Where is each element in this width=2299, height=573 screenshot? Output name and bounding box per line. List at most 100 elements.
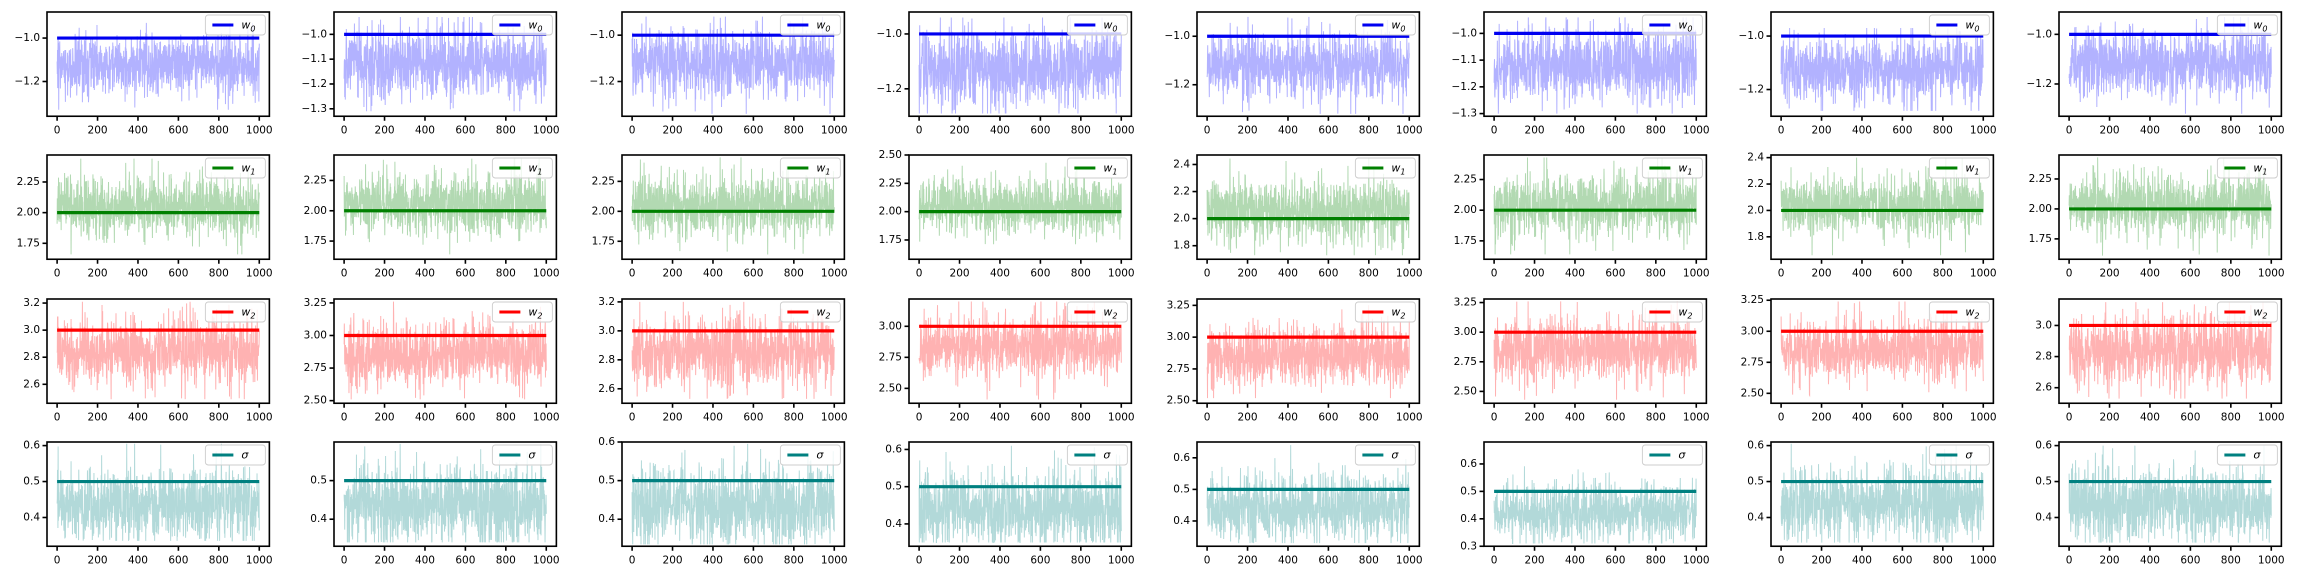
y-tick-label: 0.4	[1460, 513, 1477, 525]
legend: w0	[779, 14, 841, 36]
x-tick-label: 400	[990, 554, 1010, 566]
legend: w2	[1067, 301, 1128, 322]
x-tick-label: 600	[168, 411, 188, 423]
subplot-w2-chain-1: 2.6 2.8 3.0 3.2 0 200 400 600 800 1000 w2	[23, 297, 272, 423]
x-tick-label: 600	[456, 124, 476, 136]
legend: w0	[1641, 14, 1703, 36]
x-tick-label: 200	[950, 124, 970, 136]
x-tick-label: 600	[1318, 554, 1338, 566]
x-tick-label: 0	[54, 124, 61, 136]
x-tick-label: 200	[662, 268, 682, 280]
x-tick-label: 200	[1524, 554, 1544, 566]
x-tick-label: 0	[341, 124, 348, 136]
x-tick-label: 1000	[1970, 554, 1997, 566]
legend-box	[779, 14, 841, 36]
trace-w2	[343, 301, 548, 399]
legend: w2	[779, 301, 841, 322]
subplot-w1-chain-6: 1.75 2.00 2.25 0 200 400 600 800 1000 w1	[1453, 154, 1710, 280]
x-tick-label: 600	[1605, 268, 1625, 280]
legend-box	[1067, 444, 1128, 466]
x-tick-label: 200	[1812, 124, 1832, 136]
trace-w1	[918, 162, 1122, 245]
subplot-w1-chain-4: 1.75 2.00 2.25 2.50 0 200 400 600 800 1000 w1	[879, 149, 1135, 280]
x-tick-label: 800	[2220, 124, 2240, 136]
legend: w2	[2216, 301, 2278, 322]
trace-w2	[1493, 300, 1697, 400]
axes-box	[333, 440, 558, 547]
legend-box	[1354, 301, 1416, 322]
axes-box	[620, 11, 845, 118]
x-tick-label: 200	[1237, 554, 1257, 566]
x-tick-label: 400	[415, 124, 435, 136]
y-tick-label: 0.4	[311, 513, 328, 525]
y-tick-label: 2.25	[1453, 174, 1476, 186]
legend-box	[1641, 14, 1703, 36]
trace-w0	[1493, 17, 1697, 114]
x-tick-label: 400	[1565, 268, 1585, 280]
y-tick-label: 0.6	[23, 439, 40, 451]
legend: w1	[2216, 157, 2278, 179]
axes-box	[46, 440, 271, 547]
y-tick-label: 1.75	[304, 235, 327, 247]
x-tick-label: 800	[1646, 268, 1666, 280]
x-tick-label: 600	[1318, 124, 1338, 136]
legend: w1	[1929, 157, 1991, 179]
y-tick-label: 2.00	[2028, 203, 2051, 215]
y-tick-label: 0.4	[598, 513, 615, 525]
x-tick-label: 400	[2140, 411, 2160, 423]
y-tick-label: 2.25	[591, 176, 614, 188]
x-tick-label: 400	[703, 554, 723, 566]
legend-box	[1067, 157, 1128, 179]
trace-w0	[918, 17, 1122, 114]
y-tick-label: 0.5	[1173, 483, 1190, 495]
y-tick-label: −1.2	[1739, 84, 1765, 96]
trace-w0	[1206, 16, 1410, 114]
y-tick-label: 2.0	[1173, 213, 1190, 225]
y-tick-label: 2.25	[17, 176, 40, 188]
legend-box	[779, 157, 841, 179]
x-tick-label: 600	[743, 411, 763, 423]
x-tick-label: 1000	[246, 554, 273, 566]
y-tick-label: −1.0	[1164, 30, 1190, 42]
x-tick-label: 400	[415, 411, 435, 423]
y-tick-label: 2.25	[2028, 173, 2051, 185]
legend-box	[1929, 14, 1991, 36]
legend-box	[204, 444, 266, 466]
legend: w1	[204, 157, 266, 179]
x-tick-label: 0	[1203, 411, 1210, 423]
x-tick-label: 200	[950, 268, 970, 280]
x-tick-label: 800	[1933, 554, 1953, 566]
x-tick-label: 600	[168, 554, 188, 566]
x-tick-label: 600	[456, 411, 476, 423]
x-tick-label: 0	[54, 268, 61, 280]
legend-label: σ	[241, 448, 249, 461]
legend-box	[1354, 444, 1416, 466]
y-tick-label: 2.75	[879, 351, 902, 363]
x-tick-label: 1000	[533, 124, 560, 136]
y-tick-label: 2.8	[2035, 350, 2052, 362]
x-tick-label: 200	[2099, 411, 2119, 423]
legend: w1	[1641, 157, 1703, 179]
axes-box	[46, 11, 271, 118]
axes-box	[333, 11, 558, 118]
x-tick-label: 800	[1358, 268, 1378, 280]
x-tick-label: 600	[1031, 554, 1051, 566]
y-tick-label: −1.0	[2026, 28, 2052, 40]
x-tick-label: 1000	[533, 554, 560, 566]
x-tick-label: 600	[168, 268, 188, 280]
y-tick-label: −1.1	[1451, 54, 1477, 66]
x-tick-label: 0	[1491, 411, 1498, 423]
y-tick-label: 0.6	[2035, 439, 2052, 451]
x-tick-label: 400	[990, 124, 1010, 136]
y-tick-label: 2.50	[879, 382, 902, 394]
x-tick-label: 1000	[1395, 411, 1422, 423]
x-tick-label: 200	[1237, 268, 1257, 280]
x-tick-label: 800	[1646, 124, 1666, 136]
subplot-w1-chain-1: 1.75 2.00 2.25 0 200 400 600 800 1000 w1	[17, 154, 273, 280]
x-tick-label: 1000	[1683, 268, 1710, 280]
y-tick-label: −1.0	[589, 29, 615, 41]
x-tick-label: 600	[168, 124, 188, 136]
y-tick-label: 1.75	[879, 234, 902, 246]
legend: w0	[1929, 14, 1991, 36]
x-tick-label: 600	[1605, 554, 1625, 566]
